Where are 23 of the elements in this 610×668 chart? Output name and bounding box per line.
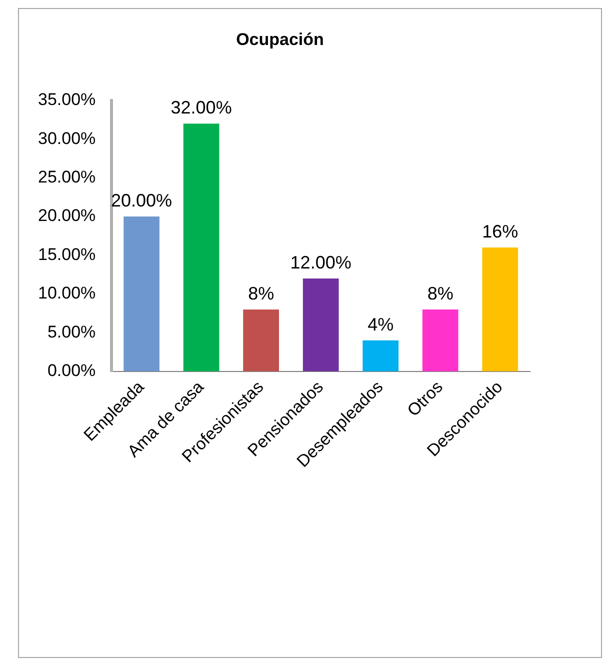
y-tick-label: 10.00% [38, 284, 96, 303]
bar [124, 216, 160, 372]
data-label: 20.00% [111, 190, 172, 211]
data-label: 32.00% [170, 98, 232, 118]
bar [183, 124, 220, 372]
data-label: 8% [248, 283, 274, 304]
bar [302, 278, 339, 372]
data-label: 8% [427, 283, 454, 304]
y-tick-label: 25.00% [38, 168, 96, 187]
y-tick-label: 5.00% [47, 322, 96, 342]
y-tick-label: 30.00% [38, 128, 96, 148]
data-label: 16% [482, 221, 518, 242]
data-label: 4% [368, 314, 394, 334]
y-tick-label: 20.00% [38, 206, 96, 226]
y-tick-label: 15.00% [38, 244, 96, 264]
y-tick-label: 35.00% [38, 90, 96, 110]
bar [422, 309, 458, 372]
y-tick-label: 0.00% [47, 361, 96, 380]
bar [362, 340, 399, 372]
chart-title: Ocupación [236, 30, 324, 49]
data-label: 12.00% [290, 252, 352, 272]
bar [243, 309, 279, 372]
bar [482, 248, 518, 372]
